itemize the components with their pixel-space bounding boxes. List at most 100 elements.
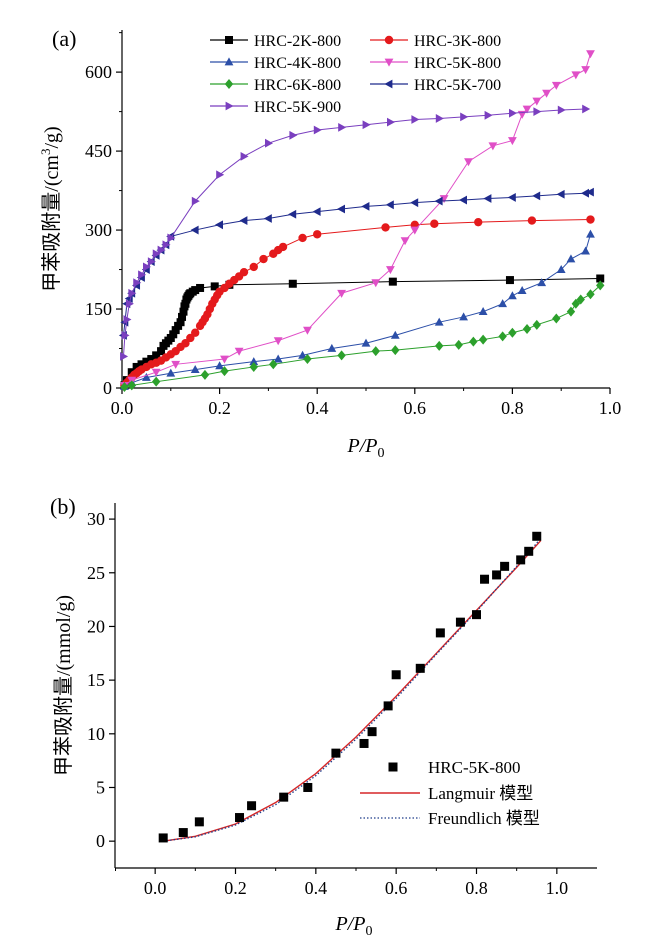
data-point [289,130,298,140]
series-line [122,108,586,357]
data-point [386,266,395,275]
data-point [517,286,527,295]
data-point [581,246,590,255]
x-tick-label: 0.0 [111,398,134,418]
data-point [123,315,132,324]
panel-b: 0.0 0.2 0.4 0.6 0.8 1.0 0 5 10 15 20 25 30 (b) P/P0 甲苯吸… [50,494,597,935]
series-langmuir [163,540,542,842]
data-point [472,610,481,620]
series-line [124,219,591,386]
data-point [586,50,595,59]
data-point [522,105,532,114]
data-point [439,195,449,204]
data-point [478,334,488,345]
data-point [385,200,394,210]
y-tick-label: 5 [96,777,105,797]
data-point [576,294,585,305]
legend-marker [224,57,234,66]
data-point [142,372,151,381]
data-point [125,299,134,309]
data-point [556,264,566,273]
legend-label: HRC-5K-700 [414,77,501,94]
data-point [210,282,219,291]
data-point [454,339,463,350]
data-point [157,245,166,255]
x-axis-label: P/P0 [335,913,373,935]
y-tick-label: 150 [85,299,112,319]
panel-label: (a) [52,26,76,51]
data-point [288,209,297,219]
data-point [459,312,468,321]
data-point [434,196,443,206]
data-point [391,345,400,356]
data-point [194,817,204,827]
data-point [391,670,401,680]
legend-label: Freundlich 模型 [428,809,540,828]
data-point [586,289,595,300]
data-point [524,546,534,556]
data-point [157,347,166,356]
panel-a: 0.0 0.2 0.4 0.6 0.8 1.0 0 150 300 450 600 (a) P/P0 甲苯… [38,26,621,461]
legend-marker [384,58,394,67]
data-point [312,207,321,217]
data-point [337,350,346,361]
data-point [181,339,190,348]
series-line [122,191,591,336]
data-point [196,283,205,292]
data-point [551,81,561,90]
data-point [581,66,590,75]
x-tick-label: 0.2 [208,398,231,418]
y-axis-label: 甲苯吸附量/(mmol/g) [52,595,75,776]
data-point [152,351,161,360]
data-point [166,368,176,377]
legend-label: HRC-4K-800 [254,55,341,72]
data-point [581,188,589,198]
data-point [234,347,244,356]
data-point [498,299,508,308]
fit-line [163,538,542,842]
data-point [410,198,419,208]
legend-label: Langmuir 模型 [428,784,533,803]
data-point [288,279,297,288]
data-point [176,318,185,327]
data-point [582,104,591,114]
data-point [190,364,200,373]
data-point [249,262,258,272]
x-tick-label: 1.0 [546,878,569,898]
data-point [537,278,547,287]
data-point [361,338,371,347]
data-point [410,226,420,235]
legend-label: HRC-5K-800 [414,55,501,72]
data-point [484,110,493,120]
data-point [400,237,410,246]
data-point [474,217,483,227]
data-point [263,214,272,223]
y-tick-label: 30 [87,509,105,529]
series-freundlich [163,538,542,842]
data-point [186,333,195,343]
data-point [179,307,188,316]
data-point [162,240,171,250]
data-point [171,326,180,335]
data-point [215,220,223,230]
data-point [298,233,307,243]
data-point [337,204,345,214]
data-point [522,324,532,335]
data-point [191,196,200,206]
data-point [151,368,161,377]
data-point [269,359,278,370]
data-point [383,701,393,711]
data-point [492,570,502,580]
data-point [249,357,259,366]
data-point [527,216,537,225]
data-point [313,125,322,135]
data-point [371,346,380,357]
legend-label: HRC-6K-800 [254,77,341,94]
x-tick-label: 0.6 [404,398,427,418]
data-point [498,331,507,342]
data-point [459,195,467,205]
data-point [143,262,151,272]
data-point [169,330,178,339]
data-point [390,330,400,339]
